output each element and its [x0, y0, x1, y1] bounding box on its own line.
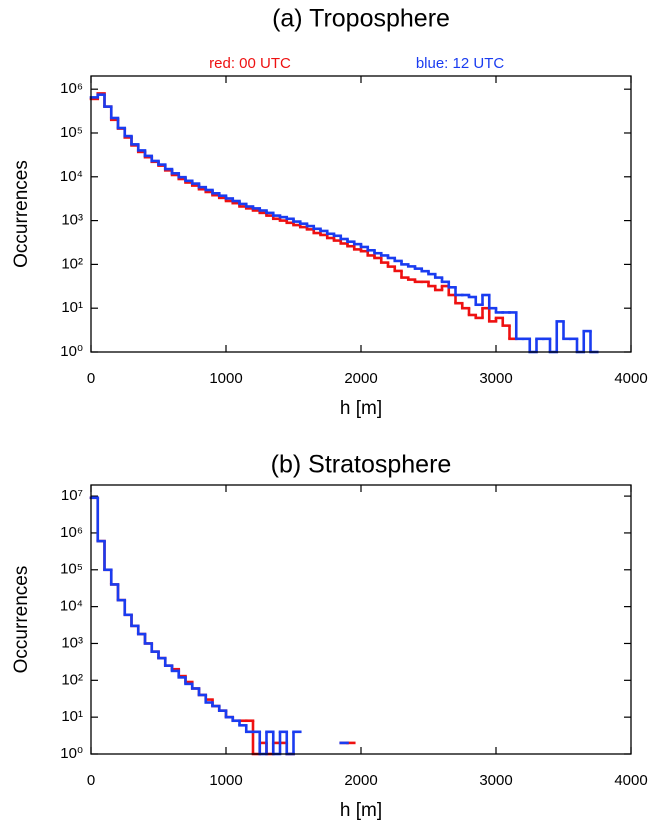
x-tick-label: 0 — [87, 772, 95, 789]
x-axis-label: h [m] — [340, 398, 382, 419]
y-tick-label: 10¹ — [61, 708, 83, 725]
x-tick-label: 1000 — [209, 370, 242, 387]
y-tick-label: 10⁶ — [60, 80, 83, 97]
chart-title: (b) Stratosphere — [271, 451, 452, 479]
y-tick-label: 10⁴ — [60, 598, 83, 615]
plot-frame — [90, 484, 632, 755]
x-tick-label: 4000 — [614, 370, 647, 387]
y-tick-label: 10⁶ — [60, 524, 83, 541]
plot-frame — [90, 75, 632, 353]
x-tick-label: 3000 — [479, 772, 512, 789]
legend-label: red: 00 UTC — [209, 55, 291, 72]
x-tick-label: 4000 — [614, 772, 647, 789]
x-tick-label: 2000 — [344, 772, 377, 789]
y-tick-label: 10⁴ — [60, 168, 83, 185]
y-tick-label: 10³ — [61, 634, 83, 651]
y-tick-label: 10⁰ — [60, 745, 83, 762]
legend-label: blue: 12 UTC — [416, 55, 505, 72]
y-tick-label: 10⁷ — [61, 487, 83, 504]
x-tick-label: 1000 — [209, 772, 242, 789]
x-tick-label: 0 — [87, 370, 95, 387]
y-tick-label: 10⁰ — [60, 343, 83, 360]
y-tick-label: 10⁵ — [60, 561, 83, 578]
y-tick-label: 10⁵ — [60, 124, 83, 141]
y-tick-label: 10³ — [61, 212, 83, 229]
chart-title: (a) Troposphere — [272, 5, 450, 33]
y-tick-label: 10² — [61, 671, 83, 688]
y-axis-label: Occurrences — [11, 160, 32, 268]
x-tick-label: 3000 — [479, 370, 512, 387]
y-tick-label: 10² — [61, 255, 83, 272]
y-axis-label: Occurrences — [11, 566, 32, 674]
x-tick-label: 2000 — [344, 370, 377, 387]
x-axis-label: h [m] — [340, 800, 382, 821]
y-tick-label: 10¹ — [61, 299, 83, 316]
